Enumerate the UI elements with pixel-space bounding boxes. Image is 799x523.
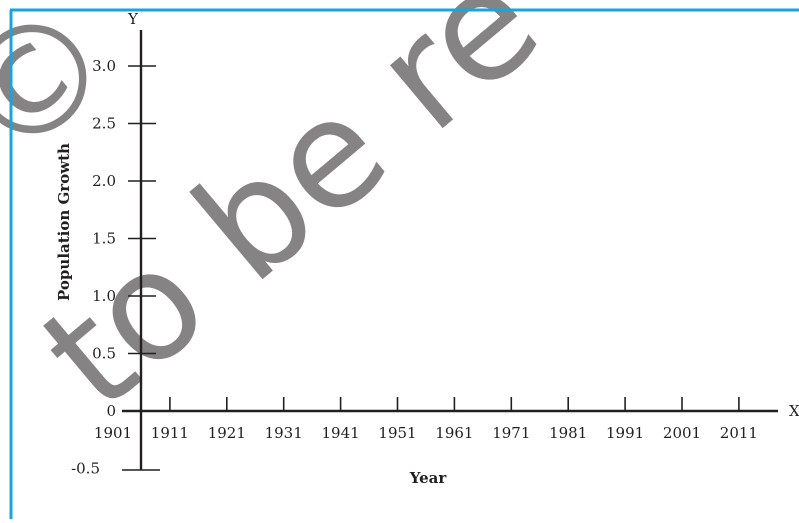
x-tick-label: 1921: [208, 424, 246, 442]
y-tick-label: -0.5: [71, 460, 100, 478]
y-tick-label: 2.0: [92, 172, 116, 190]
x-tick-label: 1981: [549, 424, 587, 442]
x-tick-label: 2011: [720, 424, 758, 442]
x-axis-title: Year: [409, 469, 448, 487]
x-tick-label: 2001: [663, 424, 701, 442]
y-tick-label: 0.5: [92, 345, 116, 363]
x-tick-label: 1901: [94, 424, 132, 442]
x-ticks-group: 1901 1911 1921 1931 1941 1951 1961 1971 1981 1991…: [94, 397, 758, 442]
x-tick-label: 1951: [378, 424, 416, 442]
x-tick-label: 1961: [435, 424, 473, 442]
x-tick-label: 1911: [151, 424, 189, 442]
y-tick-label: 2.5: [92, 115, 116, 133]
x-tick-label: 1941: [322, 424, 360, 442]
y-axis-letter: Y: [127, 10, 139, 28]
x-tick-label: 1931: [265, 424, 303, 442]
y-axis-title: Population Growth: [55, 143, 73, 301]
x-tick-label: 1971: [492, 424, 530, 442]
y-ticks-group: 3.0 2.5 2.0 1.5 1.0 0.5 0 -0.5: [71, 57, 156, 478]
x-tick-label: 1991: [606, 424, 644, 442]
x-axis-letter: X: [789, 402, 799, 420]
watermark: © to be re: [0, 0, 571, 443]
y-tick-label: 0: [106, 402, 116, 420]
y-tick-label: 1.5: [92, 230, 116, 248]
y-tick-label: 3.0: [92, 57, 116, 75]
y-tick-label: 1.0: [92, 287, 116, 305]
svg-text:©: ©: [0, 0, 148, 196]
